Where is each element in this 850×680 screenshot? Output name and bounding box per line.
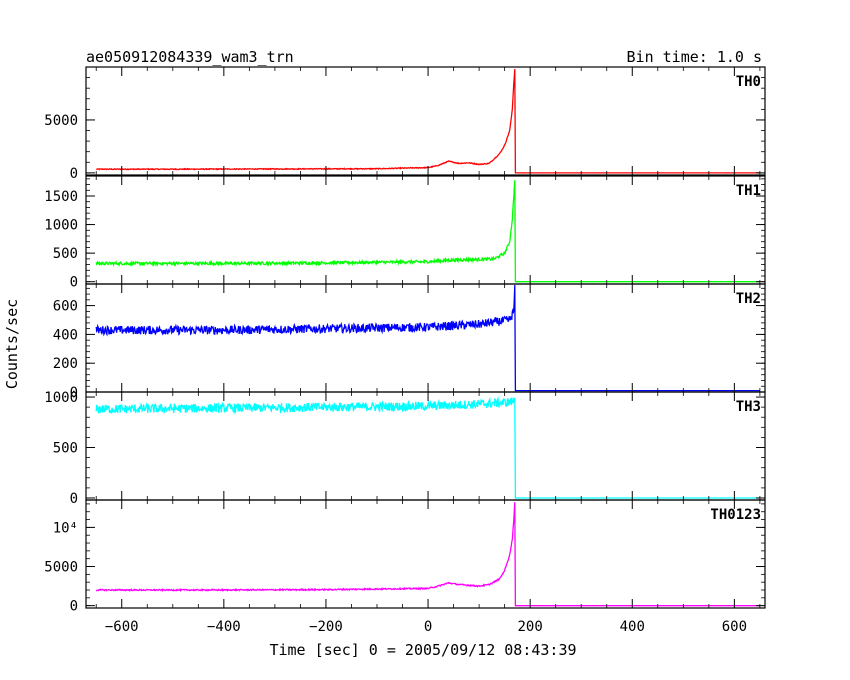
series-label-th0123: TH0123	[710, 507, 761, 523]
y-tick-label: 1500	[44, 189, 78, 205]
series-line-th0123	[95, 502, 760, 607]
x-tick-label: 400	[620, 619, 645, 635]
series-label-th2: TH2	[736, 291, 761, 307]
chart-title: ae050912084339_wam3_trn	[86, 48, 294, 66]
series-label-th3: TH3	[736, 399, 761, 415]
x-tick-label: −400	[207, 619, 241, 635]
panel-th1: 0 500 1000 1500 TH1	[44, 175, 766, 291]
y-tick-label: 1000	[44, 218, 78, 234]
y-tick-label: 0	[70, 599, 78, 615]
panel-frame	[85, 66, 766, 176]
panel-th2: 0 200 400 600 TH2	[53, 283, 766, 401]
y-tick-label: 0	[70, 166, 78, 182]
x-tick-labels: −600 −400 −200 0 200 400 600	[105, 619, 747, 635]
panel-th0: 0 5000 TH0	[44, 66, 766, 182]
y-tick-label: 200	[53, 356, 78, 372]
series-label-th1: TH1	[736, 183, 761, 199]
x-axis-label: Time [sec] 0 = 2005/09/12 08:43:39	[269, 641, 576, 659]
y-tick-label: 1000	[44, 390, 78, 406]
panel-frame	[85, 175, 766, 285]
panel-th0123: 0 5000 10⁴ TH0123	[44, 499, 766, 615]
x-tick-label: 600	[722, 619, 747, 635]
y-tick-label: 500	[53, 246, 78, 262]
y-tick-label: 5000	[44, 560, 78, 576]
series-line-th0	[95, 68, 760, 174]
y-axis-label: Counts/sec	[3, 299, 21, 389]
y-tick-label: 10⁴	[53, 520, 78, 536]
series-line-th2	[95, 284, 760, 392]
x-tick-label: 200	[518, 619, 543, 635]
series-label-th0: TH0	[736, 74, 761, 90]
bin-time-label: Bin time: 1.0 s	[627, 48, 762, 66]
x-tick-label: 0	[424, 619, 432, 635]
x-tick-label: −600	[105, 619, 139, 635]
y-tick-label: 600	[53, 299, 78, 315]
panel-frame	[85, 499, 766, 609]
y-tick-label: 0	[70, 491, 78, 507]
panel-th3: 0 500 1000 TH3	[44, 390, 766, 507]
series-line-th1	[95, 180, 760, 283]
x-tick-label: −200	[309, 619, 343, 635]
y-tick-label: 0	[70, 275, 78, 291]
y-tick-label: 400	[53, 327, 78, 343]
series-line-th3	[95, 395, 760, 499]
y-tick-label: 0	[70, 385, 78, 401]
panel-frame	[85, 283, 766, 393]
y-tick-label: 5000	[44, 113, 78, 129]
y-tick-label: 500	[53, 441, 78, 457]
